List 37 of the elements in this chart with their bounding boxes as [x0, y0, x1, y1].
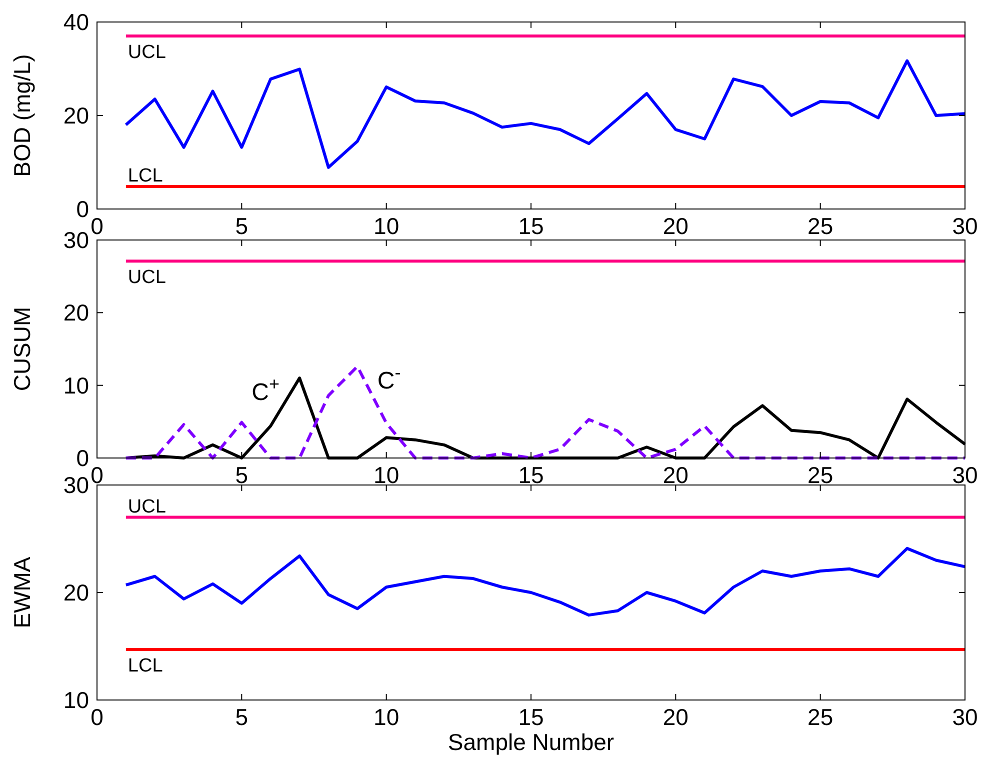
x-tick-label: 10 — [374, 704, 400, 730]
x-tick-label: 10 — [374, 462, 400, 488]
ref-line-label: UCL — [128, 496, 166, 518]
x-tick-label: 15 — [518, 704, 544, 730]
series-label: C$^{-}$ — [377, 362, 401, 394]
y-tick-label: 0 — [76, 445, 89, 471]
x-tick-label: 25 — [808, 704, 834, 730]
ref-line-label: LCL — [128, 655, 163, 676]
y-tick-label: 0 — [76, 196, 89, 222]
x-tick-label: 30 — [952, 462, 978, 488]
x-tick-label: 5 — [235, 704, 248, 730]
x-tick-label: 30 — [952, 704, 978, 730]
series-label: C$^{+}$ — [252, 374, 280, 406]
y-tick-label: 20 — [63, 580, 89, 606]
ref-line-label: UCL — [128, 42, 166, 64]
x-tick-label: 30 — [952, 213, 978, 239]
y-axis-title: BOD (mg/L) — [9, 54, 35, 177]
x-tick-label: 15 — [518, 213, 544, 239]
x-tick-label: 20 — [662, 704, 688, 730]
x-tick-label: 5 — [235, 462, 248, 488]
ref-line-label: LCL — [128, 166, 163, 187]
y-tick-label: 20 — [63, 102, 89, 128]
x-tick-label: 20 — [662, 462, 688, 488]
y-axis-title: CUSUM — [9, 306, 35, 392]
y-axis-title: EWMA — [9, 556, 35, 628]
y-tick-label: 10 — [63, 687, 89, 713]
y-tick-label: 10 — [63, 372, 89, 398]
x-tick-label: 15 — [518, 462, 544, 488]
y-tick-label: 40 — [63, 9, 89, 35]
x-tick-label: 5 — [235, 213, 248, 239]
x-tick-label: 10 — [374, 213, 400, 239]
ref-line-label: UCL — [128, 267, 166, 288]
x-tick-label: 25 — [808, 213, 834, 239]
x-tick-label: 25 — [808, 462, 834, 488]
y-tick-label: 20 — [63, 300, 89, 326]
x-tick-label: 20 — [662, 213, 688, 239]
x-axis-title: Sample Number — [448, 729, 614, 755]
